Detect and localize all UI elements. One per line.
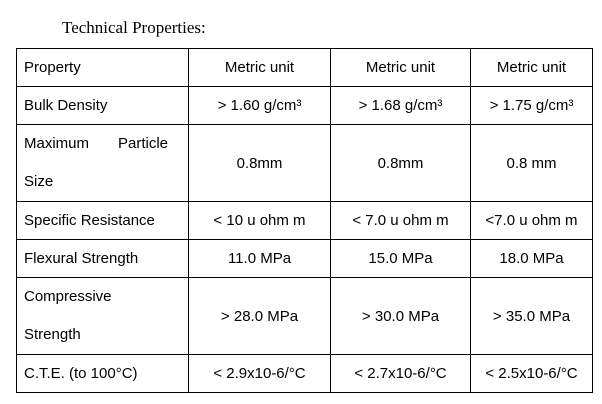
properties-table: Property Metric unit Metric unit Metric uni…	[16, 48, 593, 393]
table-cell: 15.0 MPa	[330, 239, 471, 278]
table-cell: C.T.E. (to 100°C)	[16, 354, 189, 393]
table-row: C.T.E. (to 100°C) < 2.9x10-6/°C < 2.7x10-6…	[16, 354, 593, 393]
table-cell: Flexural Strength	[16, 239, 189, 278]
table-cell: Compressive Strength	[16, 277, 189, 355]
table-cell: 11.0 MPa	[188, 239, 331, 278]
table-cell: > 30.0 MPa	[330, 277, 471, 355]
table-cell: Specific Resistance	[16, 201, 189, 240]
table-cell: > 35.0 MPa	[470, 277, 593, 355]
table-row: Bulk Density > 1.60 g/cm³ > 1.68 g/cm³ > 1.…	[16, 86, 593, 125]
cell-text: Compressive Strength	[24, 288, 112, 343]
title: Technical Properties:	[62, 18, 206, 37]
table-cell: 0.8mm	[330, 124, 471, 202]
table-cell: Property	[16, 48, 189, 87]
table-cell: > 1.75 g/cm³	[470, 86, 593, 125]
table-cell: > 1.68 g/cm³	[330, 86, 471, 125]
table-cell: Bulk Density	[16, 86, 189, 125]
table-cell: 18.0 MPa	[470, 239, 593, 278]
cell-text: Maximum Particle Size	[24, 135, 168, 190]
table-row: Flexural Strength 11.0 MPa 15.0 MPa 18.0 MP…	[16, 239, 593, 278]
table-cell: < 2.9x10-6/°C	[188, 354, 331, 393]
table-cell: Maximum Particle Size	[16, 124, 189, 202]
table-cell: < 7.0 u ohm m	[330, 201, 471, 240]
table-row: Specific Resistance < 10 u ohm m < 7.0 u o…	[16, 201, 593, 240]
table-row: Maximum Particle Size 0.8mm 0.8mm 0.8 mm	[16, 124, 593, 202]
table-cell: < 2.5x10-6/°C	[470, 354, 593, 393]
table-cell: Metric unit	[470, 48, 593, 87]
table-row: Property Metric unit Metric unit Metric uni…	[16, 48, 593, 87]
table-cell: 0.8mm	[188, 124, 331, 202]
table-cell: 0.8 mm	[470, 124, 593, 202]
table-cell: < 10 u ohm m	[188, 201, 331, 240]
table-cell: > 1.60 g/cm³	[188, 86, 331, 125]
table-cell: <7.0 u ohm m	[470, 201, 593, 240]
table-row: Compressive Strength > 28.0 MPa > 30.0 MPa…	[16, 277, 593, 355]
table-cell: < 2.7x10-6/°C	[330, 354, 471, 393]
table-cell: Metric unit	[330, 48, 471, 87]
table-cell: > 28.0 MPa	[188, 277, 331, 355]
table-cell: Metric unit	[188, 48, 331, 87]
